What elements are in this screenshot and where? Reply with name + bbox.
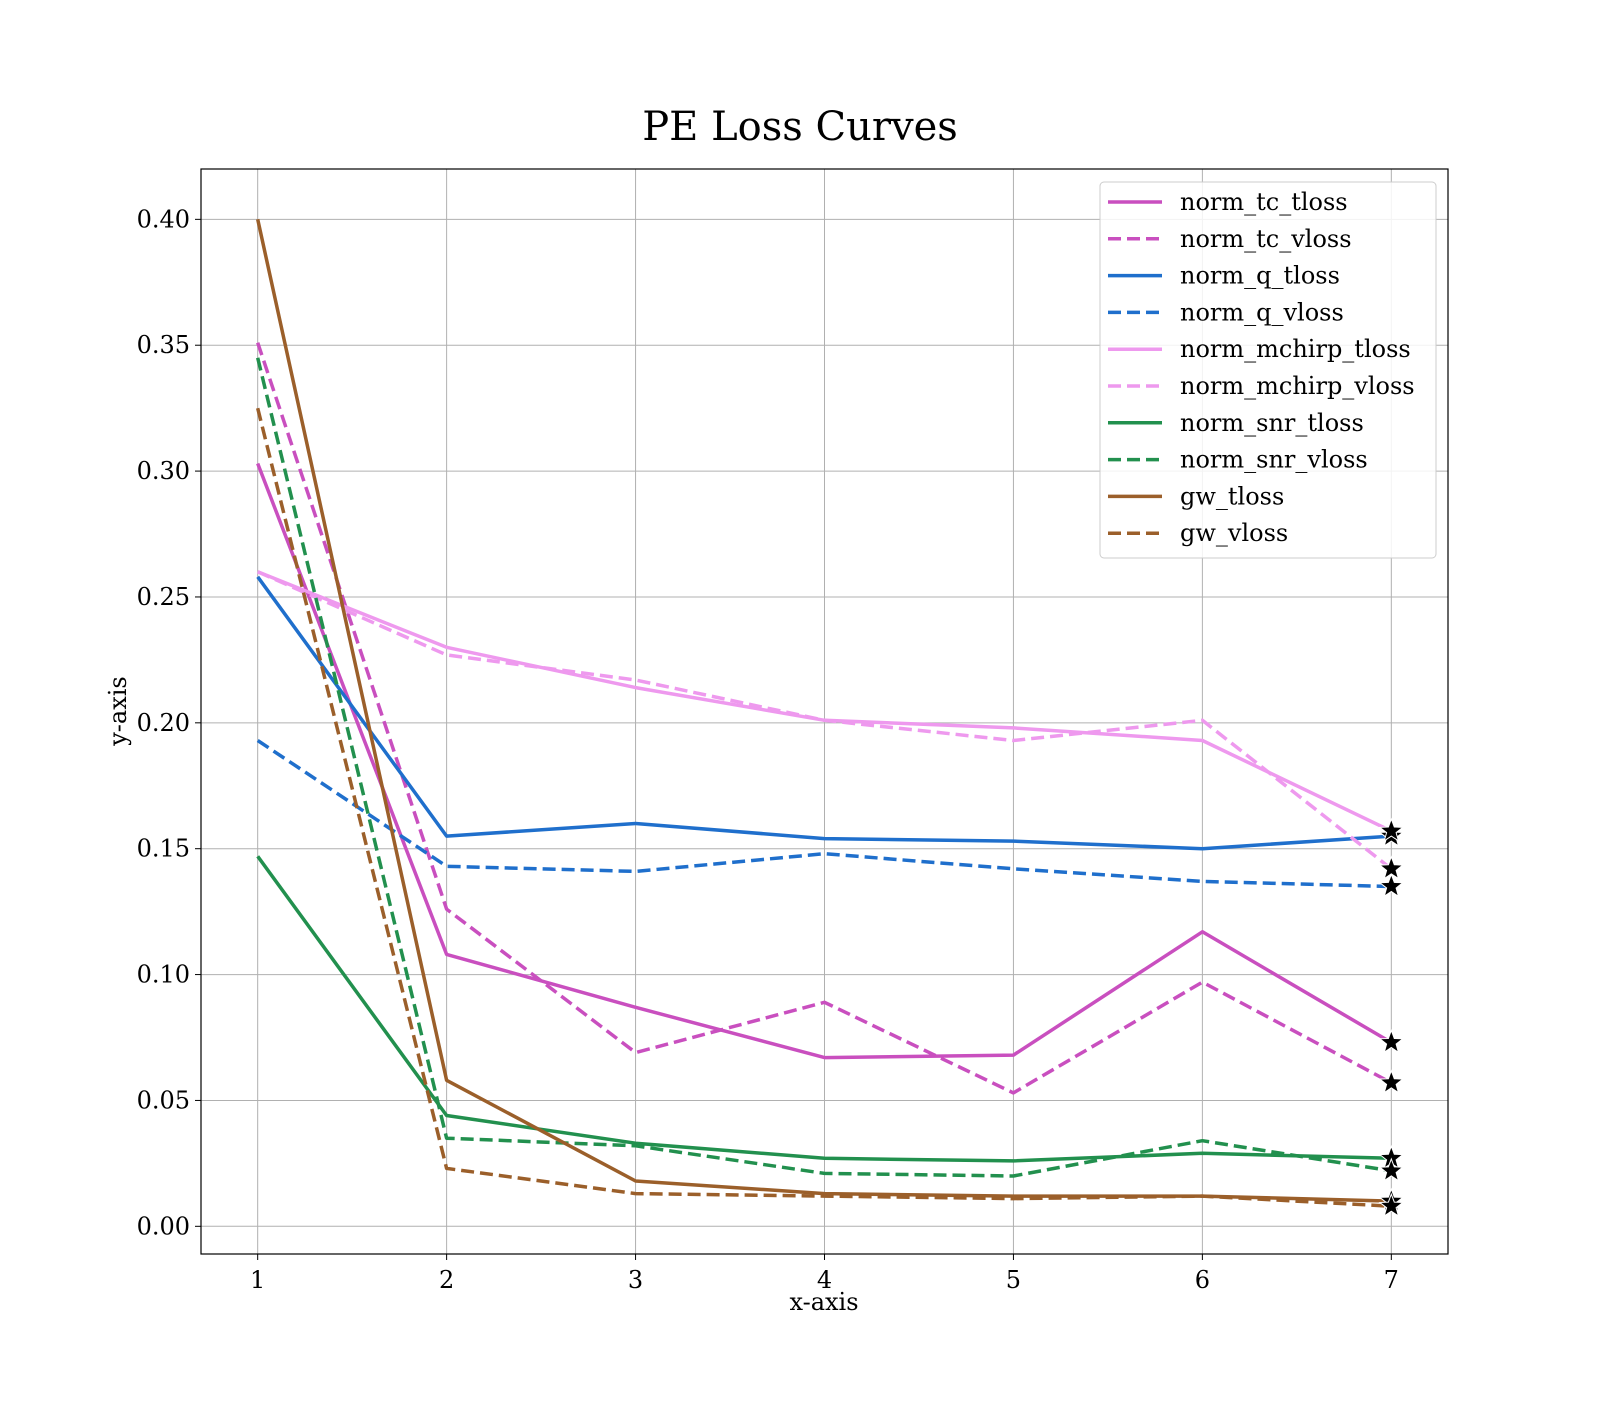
y-tick-label: 0.10	[137, 961, 190, 989]
series-line-gw-vloss	[256, 407, 1392, 1208]
x-tick-label: 5	[1006, 1266, 1021, 1294]
star-marker-norm-mchirp-vloss	[1378, 855, 1405, 880]
legend-label: norm_mchirp_vloss	[1180, 372, 1415, 400]
x-tick-label: 1	[250, 1266, 265, 1294]
series-lines	[255, 218, 1393, 1208]
x-tick-label: 6	[1195, 1266, 1210, 1294]
star-marker-norm-q-vloss	[1378, 873, 1405, 898]
y-tick-label: 0.30	[137, 457, 190, 485]
legend-label: norm_snr_tloss	[1180, 409, 1364, 437]
legend-label: norm_q_vloss	[1180, 298, 1344, 326]
x-tick-label: 7	[1384, 1266, 1399, 1294]
chart-title: PE Loss Curves	[642, 104, 958, 150]
x-tick-label: 4	[817, 1266, 832, 1294]
series-line-norm-q-tloss	[256, 575, 1392, 851]
x-tick-label: 3	[628, 1266, 643, 1294]
final-point-markers	[1378, 817, 1405, 1218]
star-marker-norm-mchirp-tloss	[1378, 817, 1405, 842]
axis-ticks: 1 2 3 4 5 6 7 0.00 0.05 0.10 0.15 0.20 0.25 0.30 0.35 0…	[137, 205, 1399, 1294]
x-axis-label: x-axis	[789, 1288, 858, 1316]
star-marker-norm-snr-vloss	[1378, 1157, 1405, 1182]
legend-label: gw_tloss	[1180, 482, 1284, 510]
legend-label: gw_vloss	[1180, 519, 1288, 547]
series-line-norm-snr-tloss	[256, 855, 1392, 1163]
star-marker-norm-tc-vloss	[1378, 1069, 1405, 1094]
legend-label: norm_snr_vloss	[1180, 446, 1368, 474]
series-line-norm-tc-tloss	[256, 462, 1393, 1060]
legend-label: norm_tc_vloss	[1180, 225, 1352, 253]
y-tick-label: 0.00	[137, 1212, 190, 1240]
y-tick-label: 0.15	[137, 835, 190, 863]
series-line-norm-tc-vloss	[256, 342, 1393, 1095]
legend-label: norm_mchirp_tloss	[1180, 335, 1411, 363]
y-tick-label: 0.20	[137, 709, 190, 737]
x-tick-label: 2	[439, 1266, 454, 1294]
y-tick-label: 0.40	[137, 205, 190, 233]
legend-box	[1099, 181, 1437, 559]
legend-label: norm_tc_tloss	[1180, 188, 1348, 216]
y-tick-label: 0.35	[137, 331, 190, 359]
star-marker-norm-tc-tloss	[1378, 1029, 1405, 1054]
y-axis-label: y-axis	[104, 676, 132, 747]
y-tick-label: 0.25	[137, 583, 190, 611]
series-line-norm-snr-vloss	[255, 357, 1392, 1178]
y-tick-label: 0.05	[137, 1086, 190, 1114]
legend: norm_tc_tloss norm_tc_vloss norm_q_tlossno…	[1099, 181, 1437, 559]
legend-label: norm_q_tloss	[1180, 262, 1340, 290]
star-marker-gw-vloss	[1378, 1192, 1405, 1218]
series-line-norm-mchirp-vloss	[256, 570, 1393, 871]
